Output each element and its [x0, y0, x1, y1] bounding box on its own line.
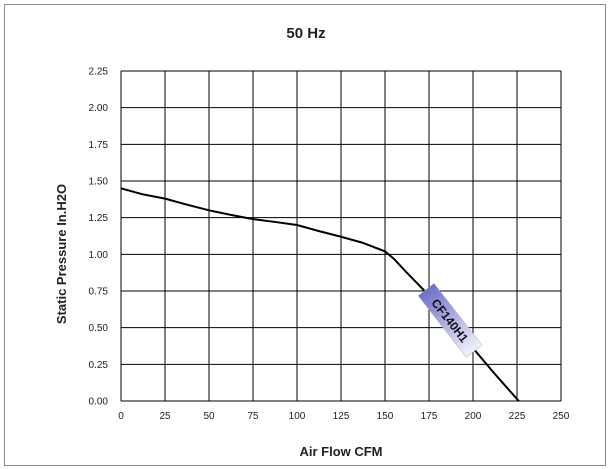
- x-tick-label: 200: [465, 411, 482, 422]
- x-tick-label: 125: [333, 411, 350, 422]
- plot-grid: [120, 70, 562, 402]
- y-tick-label: 2.25: [89, 67, 109, 78]
- y-tick-label: 1.00: [89, 250, 109, 261]
- y-tick-label: 1.25: [89, 213, 109, 224]
- y-tick-labels: 0.00 0.25 0.50 0.75 1.00 1.25 1.50 1.75 2.00 2.25: [89, 67, 109, 408]
- x-tick-label: 75: [247, 411, 259, 422]
- y-tick-label: 2.00: [89, 103, 109, 114]
- chart-title: 50 Hz: [286, 25, 325, 42]
- y-tick-label: 0.75: [89, 287, 109, 298]
- x-tick-label: 150: [377, 411, 394, 422]
- series-tag: CF140H1: [417, 283, 483, 358]
- x-axis-label: Air Flow CFM: [299, 444, 382, 459]
- chart-frame: [4, 4, 606, 466]
- y-tick-label: 0.00: [89, 397, 109, 408]
- series-tag-box: [417, 283, 483, 358]
- x-tick-labels: 0 25 50 75 100 125 150 175 200 225 250: [118, 411, 570, 422]
- x-tick-label: 50: [203, 411, 215, 422]
- y-axis-label: Static Pressure In.H2O: [54, 184, 69, 324]
- fan-curve-line: [120, 187, 520, 402]
- x-tick-label: 175: [421, 411, 438, 422]
- y-tick-label: 0.50: [89, 323, 109, 334]
- y-tick-label: 0.25: [89, 360, 109, 371]
- x-tick-label: 225: [509, 411, 526, 422]
- y-tick-label: 1.50: [89, 177, 109, 188]
- x-tick-label: 100: [289, 411, 306, 422]
- y-tick-label: 1.75: [89, 140, 109, 151]
- x-tick-label: 0: [118, 411, 124, 422]
- x-tick-label: 250: [553, 411, 570, 422]
- x-tick-label: 25: [159, 411, 171, 422]
